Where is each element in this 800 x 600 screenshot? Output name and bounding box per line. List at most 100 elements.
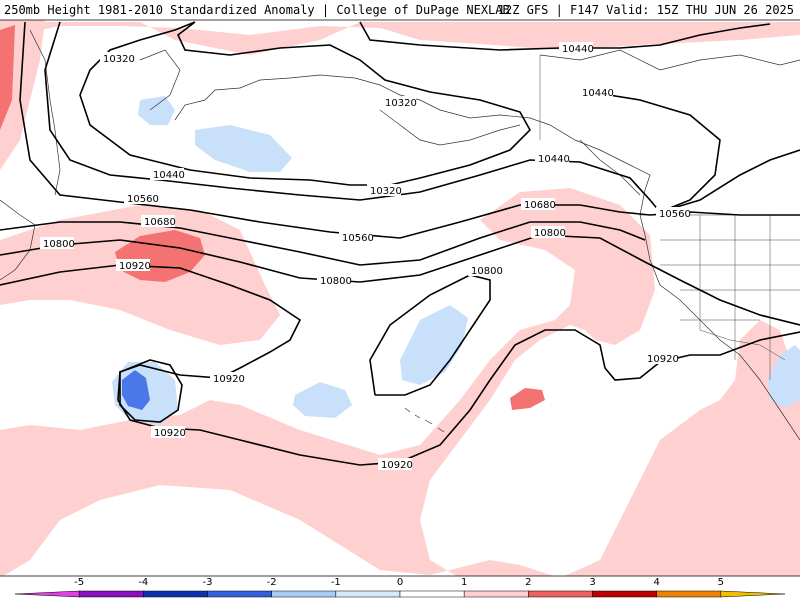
colorbar-tick-label: 3 xyxy=(589,577,595,588)
contour-label: 10920 xyxy=(210,372,245,385)
svg-text:10440: 10440 xyxy=(538,154,570,165)
svg-text:10560: 10560 xyxy=(659,209,691,220)
contour-label: 10920 xyxy=(116,259,151,272)
coast-kamchatka xyxy=(29,29,61,196)
svg-text:10440: 10440 xyxy=(562,44,594,55)
coast-canada-arctic xyxy=(539,49,800,71)
contour-label: 10440 xyxy=(579,86,614,99)
contour-10920-cutoff xyxy=(119,359,183,423)
colorbar-segment xyxy=(271,590,337,598)
contour-label: 10920 xyxy=(378,458,413,471)
coastlines xyxy=(0,29,800,441)
anomaly-region-northeast-pacific xyxy=(0,188,800,578)
contour-label-group: 10320 10320 10320 10440 10440 10440 1044… xyxy=(40,42,691,471)
colorbar-segment xyxy=(335,590,401,598)
contour-label: 10440 xyxy=(559,42,594,55)
contour-label: 10440 xyxy=(535,152,570,165)
svg-text:10920: 10920 xyxy=(154,428,186,439)
coast-aleutians xyxy=(379,109,521,146)
contour-label: 10320 xyxy=(367,184,402,197)
svg-text:10920: 10920 xyxy=(381,460,413,471)
colorbar-segment xyxy=(463,590,529,598)
header-title: 250mb Height 1981-2010 Standardized Anom… xyxy=(4,3,510,17)
contour-10320-north xyxy=(79,21,531,186)
contour-label: 10800 xyxy=(468,264,503,277)
border-us-states xyxy=(660,215,800,380)
colorbar-segment xyxy=(78,590,144,598)
contour-label: 10920 xyxy=(151,426,186,439)
colorbar-segment xyxy=(399,590,465,598)
colorbar-tick-label: -2 xyxy=(267,577,277,588)
colorbar xyxy=(14,590,786,598)
colorbar-segment xyxy=(528,590,593,598)
border-us-mexico xyxy=(699,329,786,361)
contour-10920-west xyxy=(0,264,800,466)
anomaly-neg-alaska-west xyxy=(195,125,292,172)
coast-asia xyxy=(0,199,36,281)
anomaly-neg-mid xyxy=(293,382,352,418)
colorbar-segment xyxy=(143,590,208,598)
svg-text:10320: 10320 xyxy=(370,186,402,197)
hawaii-islands xyxy=(404,407,445,433)
svg-text:10680: 10680 xyxy=(144,217,176,228)
anomaly-region-arctic-band xyxy=(0,22,800,55)
contour-label: 10800 xyxy=(317,274,352,287)
svg-text:10680: 10680 xyxy=(524,200,556,211)
contour-label: 10320 xyxy=(382,96,417,109)
anomaly-max-east-pacific xyxy=(510,388,545,410)
contour-10680 xyxy=(0,221,646,266)
contour-10800 xyxy=(0,234,800,326)
contour-label: 10320 xyxy=(100,52,135,65)
contour-label: 10560 xyxy=(339,231,374,244)
anomaly-neg-bering xyxy=(138,96,175,125)
colorbar-tick-label: 4 xyxy=(653,577,659,588)
contour-10440-east xyxy=(589,91,721,213)
colorbar-tick-label: 1 xyxy=(461,577,467,588)
contour-label: 10680 xyxy=(521,198,556,211)
svg-text:10320: 10320 xyxy=(385,98,417,109)
contour-label: 10560 xyxy=(124,192,159,205)
colorbar-tick-label: -3 xyxy=(203,577,213,588)
contour-label: 10800 xyxy=(531,226,566,239)
colorbar-ticks: -5 -4 -3 -2 -1 0 1 2 3 4 5 xyxy=(74,577,724,588)
coast-alaska xyxy=(174,74,651,216)
contour-label: 10560 xyxy=(656,207,691,220)
colorbar-tick-label: -4 xyxy=(138,577,148,588)
coast-canada-west xyxy=(579,139,641,196)
svg-text:10440: 10440 xyxy=(582,88,614,99)
colorbar-segment xyxy=(592,590,657,598)
colorbar-segment xyxy=(720,590,786,598)
svg-text:10800: 10800 xyxy=(471,266,503,277)
header-band xyxy=(0,0,800,20)
header-run-info: 12Z GFS | F147 Valid: 15Z THU JUN 26 202… xyxy=(497,3,794,17)
colorbar-tick-label: 0 xyxy=(397,577,403,588)
colorbar-tick-label: -5 xyxy=(74,577,84,588)
contour-label: 10920 xyxy=(644,352,679,365)
colorbar-tick-label: 5 xyxy=(718,577,724,588)
contour-label: 10440 xyxy=(150,168,185,181)
svg-text:10800: 10800 xyxy=(43,239,75,250)
svg-text:10560: 10560 xyxy=(127,194,159,205)
svg-text:10920: 10920 xyxy=(647,354,679,365)
moderate-negative-anomaly xyxy=(122,370,150,410)
anomaly-max-asia-edge xyxy=(0,25,15,130)
svg-text:10560: 10560 xyxy=(342,233,374,244)
colorbar-segment xyxy=(207,590,272,598)
anomaly-neg-core-cutoff xyxy=(122,370,150,410)
svg-text:10320: 10320 xyxy=(103,54,135,65)
colorbar-tick-label: -1 xyxy=(331,577,341,588)
svg-text:10920: 10920 xyxy=(213,374,245,385)
contour-10800-loop xyxy=(369,274,491,396)
svg-text:10800: 10800 xyxy=(534,228,566,239)
coast-chukotka xyxy=(139,49,181,111)
contour-label: 10680 xyxy=(141,215,176,228)
colorbar-segment xyxy=(656,590,722,598)
contour-label: 10800 xyxy=(40,237,75,250)
svg-text:10440: 10440 xyxy=(153,170,185,181)
anomaly-neg-central-pacific xyxy=(400,305,468,385)
colorbar-tick-label: 2 xyxy=(525,577,531,588)
anomaly-neg-mexico xyxy=(768,345,800,408)
svg-text:10800: 10800 xyxy=(320,276,352,287)
svg-text:10920: 10920 xyxy=(119,261,151,272)
